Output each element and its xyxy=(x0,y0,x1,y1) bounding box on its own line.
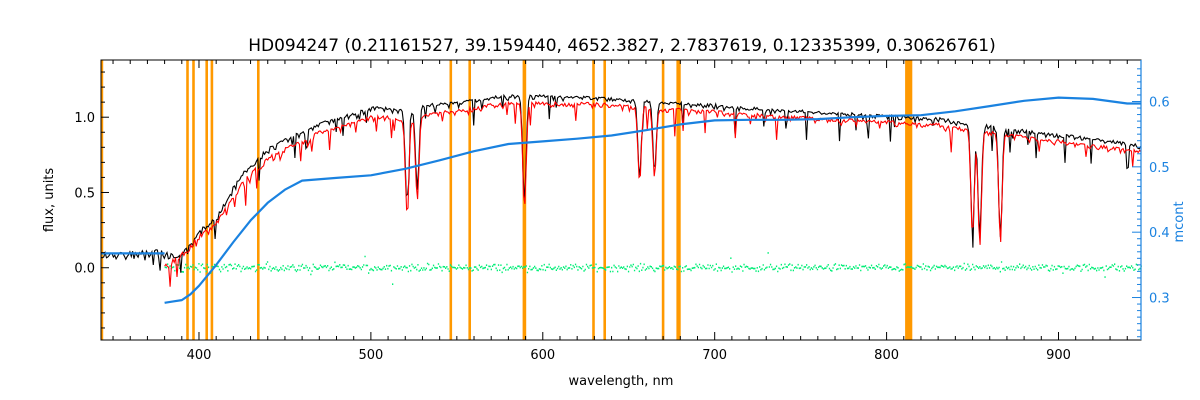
y-tick-label: 0.5 xyxy=(74,186,95,201)
y2-tick-label: 0.4 xyxy=(1149,226,1170,241)
x-tick-label: 500 xyxy=(358,348,383,363)
y2-tick-label: 0.6 xyxy=(1149,95,1170,110)
observed-series xyxy=(100,93,1142,273)
x-tick-label: 900 xyxy=(1046,348,1071,363)
y2-axis-title: mcont xyxy=(1172,201,1187,242)
x-tick-label: 700 xyxy=(702,348,727,363)
model-series xyxy=(164,100,1142,287)
axes: 400 500 600 700 800 900 0.0 0.5 1.0 0.3 0.4 0.5 0.6 xyxy=(74,60,1170,363)
y-tick-label: 1.0 xyxy=(74,111,95,126)
chart-title: HD094247 (0.21161527, 39.159440, 4652.38… xyxy=(248,36,996,56)
x-tick-label: 600 xyxy=(530,348,555,363)
x-axis-title: wavelength, nm xyxy=(569,374,674,389)
continuum-series xyxy=(101,96,1141,304)
x-tick-label: 800 xyxy=(874,348,899,363)
residual-series xyxy=(164,252,1142,285)
y2-tick-label: 0.3 xyxy=(1149,292,1170,307)
y-axis-title: flux, units xyxy=(42,168,57,233)
y2-tick-label: 0.5 xyxy=(1149,161,1170,176)
plot-area xyxy=(100,60,1142,340)
y-tick-label: 0.0 xyxy=(74,262,95,277)
x-tick-label: 400 xyxy=(187,348,212,363)
